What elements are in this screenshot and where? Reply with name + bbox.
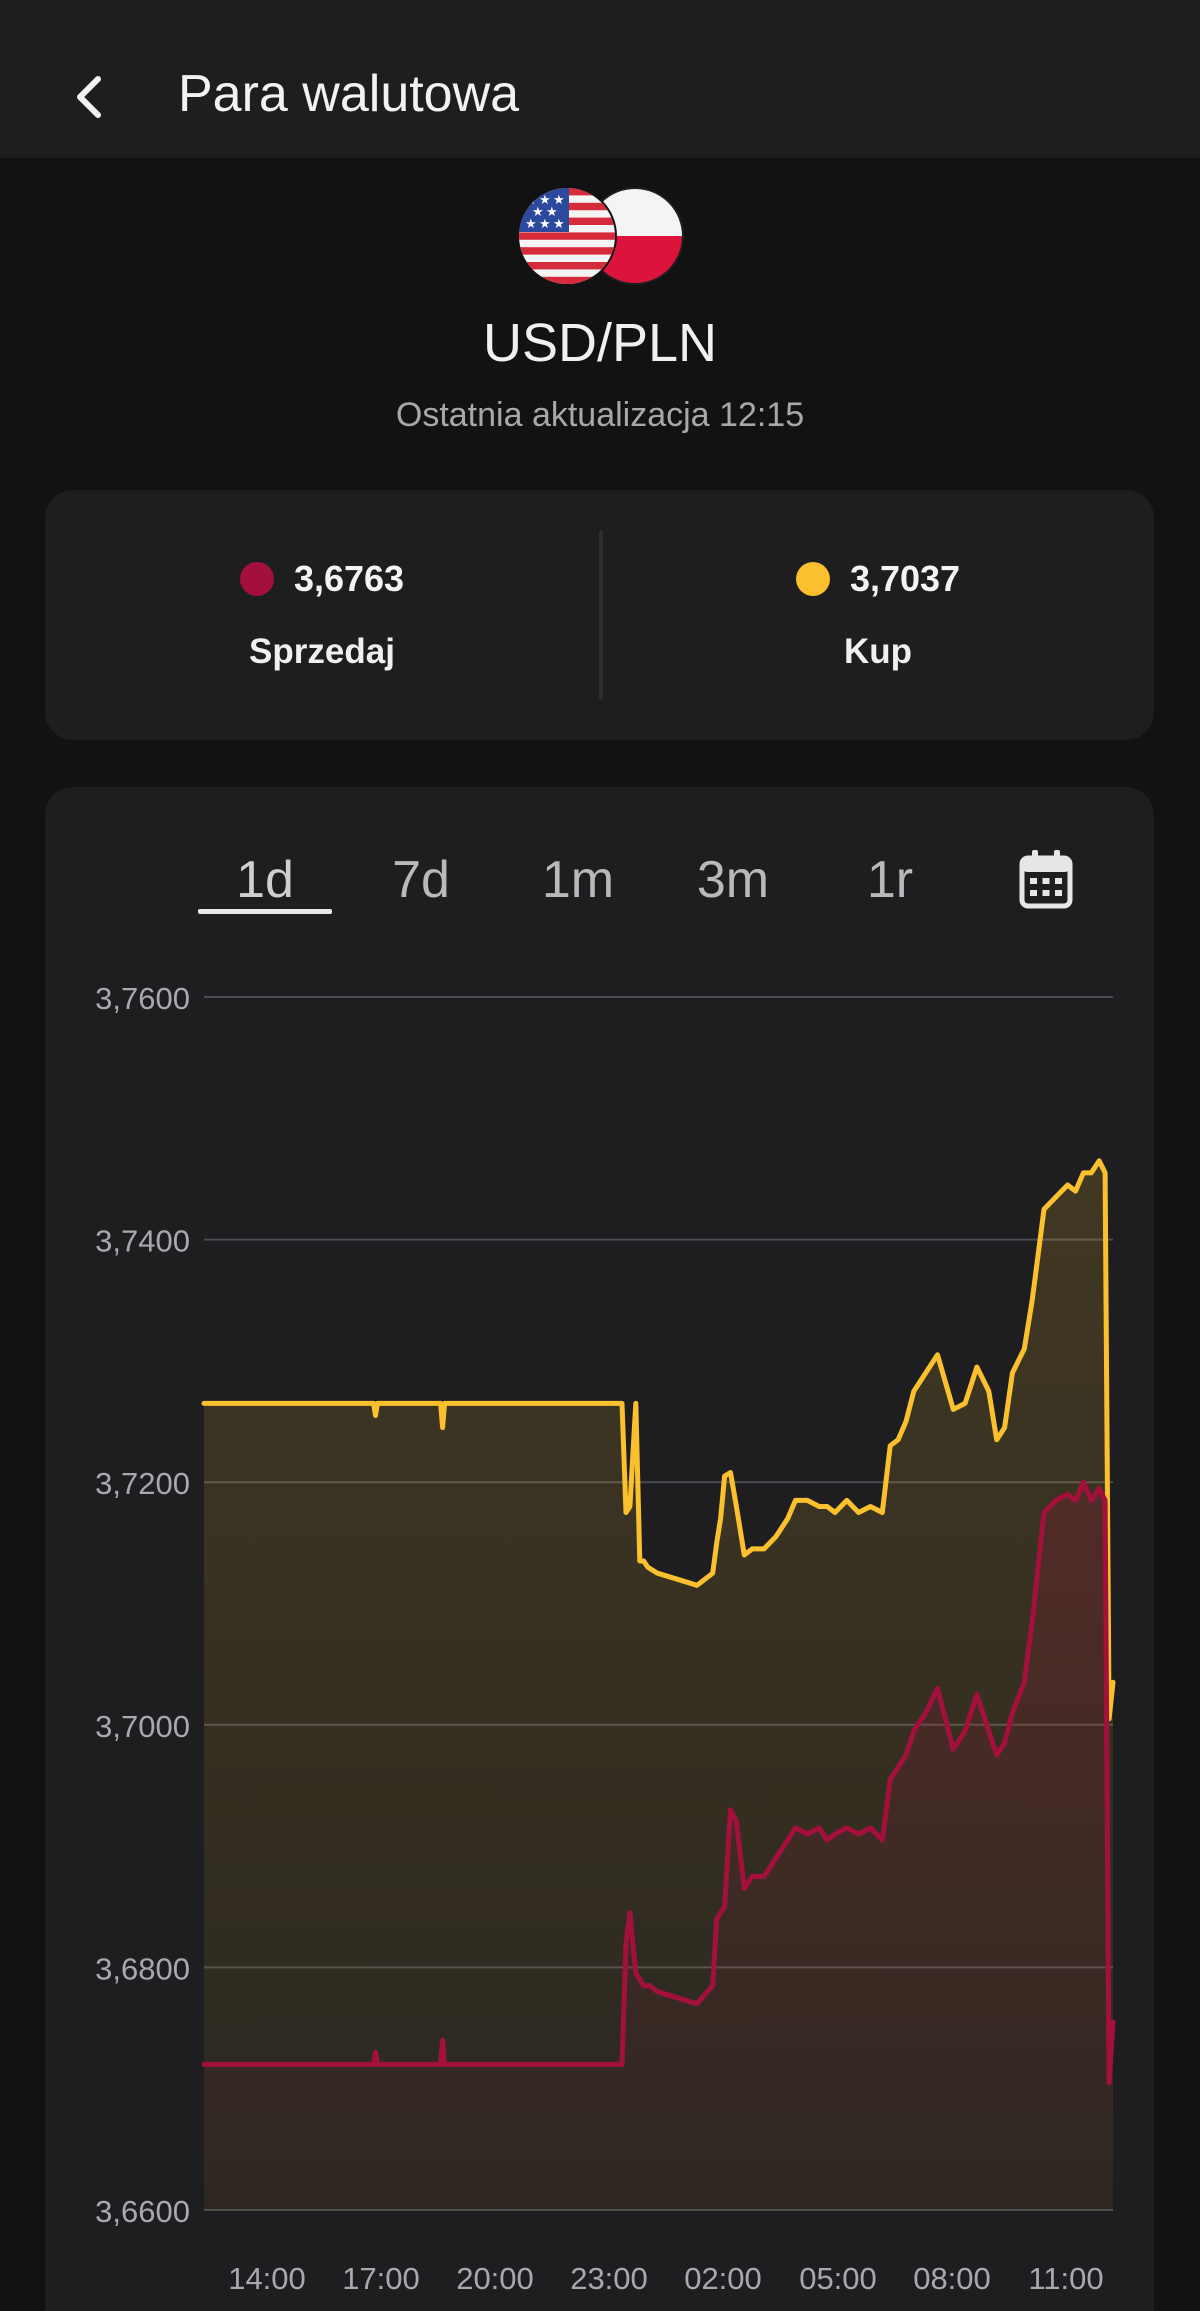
chevron-left-icon (77, 76, 101, 118)
app-bar: Para walutowa (0, 0, 1200, 158)
tab-1d[interactable]: 1d (236, 851, 294, 909)
last-update-text: Ostatnia aktualizacja 12:15 (395, 396, 805, 434)
active-tab-indicator (198, 909, 332, 914)
sell-rate-label: Sprzedaj (249, 632, 395, 671)
svg-text:★: ★ (546, 205, 558, 220)
x-tick-label: 23:00 (570, 2261, 648, 2296)
x-tick-label: 08:00 (913, 2261, 991, 2296)
x-tick-label: 14:00 (228, 2261, 306, 2296)
calendar-icon (1019, 850, 1073, 909)
tab-3m[interactable]: 3m (696, 851, 770, 909)
buy-series-line (201, 1158, 1116, 1722)
y-tick-label: 3,7600 (95, 981, 190, 1016)
tab-7d[interactable]: 7d (392, 851, 450, 909)
svg-text:★: ★ (532, 205, 544, 220)
svg-text:★: ★ (553, 217, 565, 232)
currency-flags: ★ ★ ★ ★ ★ ★ ★ ★ (517, 186, 684, 286)
sell-series-line (201, 1479, 1116, 2086)
calendar-button[interactable] (1016, 848, 1076, 912)
svg-text:★: ★ (539, 193, 551, 208)
currency-pair-name: USD/PLN (482, 313, 718, 373)
sell-series-area (204, 1482, 1113, 2210)
svg-text:★: ★ (525, 217, 537, 232)
buy-dot-icon (795, 562, 830, 596)
back-button[interactable] (60, 62, 116, 132)
buy-rate-value: 3,7037 (849, 558, 961, 599)
x-tick-label: 17:00 (342, 2261, 420, 2296)
y-tick-label: 3,7000 (95, 1709, 190, 1744)
x-tick-label: 20:00 (456, 2261, 534, 2296)
x-tick-label: 02:00 (684, 2261, 762, 2296)
tab-1m[interactable]: 1m (541, 851, 615, 909)
y-tick-label: 3,6800 (95, 1951, 190, 1986)
y-tick-label: 3,7400 (95, 1224, 190, 1259)
sell-rate[interactable]: 3,6763 Sprzedaj (45, 490, 599, 740)
rates-divider (599, 530, 603, 700)
sell-rate-value: 3,6763 (293, 558, 405, 599)
buy-rate[interactable]: 3,7037 Kup (601, 490, 1155, 740)
buy-rate-label: Kup (843, 632, 913, 671)
tab-1r[interactable]: 1r (866, 851, 914, 909)
y-tick-label: 3,7200 (95, 1466, 190, 1501)
x-tick-label: 11:00 (1028, 2261, 1103, 2296)
x-tick-label: 05:00 (799, 2261, 877, 2296)
page-title: Para walutowa (178, 65, 520, 123)
svg-text:★: ★ (539, 217, 551, 232)
rates-card: 3,6763 Sprzedaj 3,7037 Kup (45, 490, 1154, 740)
y-tick-label: 3,6600 (95, 2194, 190, 2229)
sell-dot-icon (239, 562, 274, 596)
svg-text:★: ★ (553, 193, 565, 208)
